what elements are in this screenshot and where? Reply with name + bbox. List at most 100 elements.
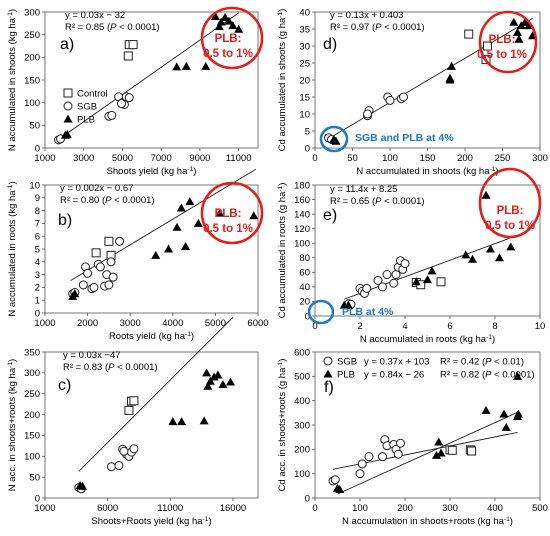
y-tick-label: 10	[29, 180, 40, 191]
x-tick-label: 300	[442, 503, 458, 514]
y-axis-title: Cd accumulated in roots (g ha-1)	[277, 183, 289, 319]
text-span: < 0.0001)	[115, 362, 158, 373]
data-point-triangle	[168, 417, 178, 426]
x-tick-label: 200	[397, 503, 413, 514]
y-tick-label: 300	[24, 368, 40, 379]
text-span: )	[7, 359, 18, 362]
text-span: < 0.0001)	[112, 195, 155, 206]
x-tick-label: 7000	[151, 153, 172, 164]
data-point-square	[483, 41, 492, 51]
y-tick-label: 5	[305, 126, 310, 137]
data-point-triangle	[501, 422, 511, 431]
x-tick-label: 50	[347, 153, 358, 164]
data-point-triangle	[151, 250, 161, 259]
text-span: )	[208, 516, 211, 527]
text-span: )	[7, 181, 18, 184]
text-span: Shoots yield (kg ha	[107, 166, 189, 177]
data-point-circle	[323, 356, 333, 366]
data-point-triangle	[172, 222, 182, 231]
data-point-triangle	[220, 12, 230, 21]
chart-panel-d: 0 50 100 150 200 250 300 0 5 10 15 20 25 30 35 40 N accu…	[277, 7, 548, 177]
data-point-triangle	[445, 75, 455, 84]
y-tick-label: 25	[299, 58, 310, 69]
regression-equation: y = 0.002x − 0.67	[60, 183, 133, 194]
panel-label: f)	[324, 379, 334, 396]
data-point-triangle	[228, 21, 238, 30]
data-point-triangle	[520, 17, 530, 26]
data-point-triangle	[216, 17, 226, 26]
x-tick-label: 10	[535, 321, 546, 332]
y-tick-label: 3	[35, 270, 40, 281]
legend-label: SGB	[77, 102, 97, 113]
data-point-triangle	[202, 368, 212, 377]
y-tick-label: 6	[35, 232, 40, 243]
y-tick-label: 0	[35, 308, 40, 319]
text-span: -1	[7, 12, 14, 18]
x-axis-title: Shoots yield (kg ha-1)	[107, 166, 197, 178]
data-point-triangle	[164, 244, 174, 253]
y-tick-label: 150	[24, 431, 40, 442]
y-tick-label: 0	[35, 143, 40, 154]
legend-r-squared: R² = 0.82 (P < 0.0001)	[440, 370, 535, 381]
data-point-triangle	[323, 369, 333, 378]
y-tick-label: 300	[294, 420, 310, 431]
text-span: Cd accumulated in shoots (g ha	[277, 17, 288, 151]
x-tick-label: 2	[357, 321, 362, 332]
data-point-triangle	[495, 253, 504, 262]
x-tick-label: 200	[457, 153, 473, 164]
data-point-circle	[363, 109, 372, 119]
y-axis-title: N accumulated in shoots (kg ha-1)	[7, 9, 19, 151]
data-point-circle	[108, 272, 118, 282]
data-point-circle	[119, 446, 129, 456]
text-span: R² = 0.83 (	[63, 362, 109, 373]
y-tick-label: 140	[294, 209, 310, 220]
data-point-triangle	[63, 114, 73, 123]
text-span: -1	[185, 331, 191, 338]
y-tick-label: 8	[35, 206, 40, 217]
data-point-triangle	[481, 190, 491, 199]
r-squared-text: R² = 0.83 (P < 0.0001)	[63, 362, 158, 373]
data-point-triangle	[468, 254, 477, 263]
data-point-triangle	[181, 241, 191, 250]
x-tick-label: 150	[420, 153, 436, 164]
y-tick-label: 0	[305, 493, 310, 504]
legend-equation: y = 0.37x + 103	[364, 357, 430, 368]
text-span: Cd accumulated in roots (g ha	[277, 191, 288, 318]
annotation-text: 0.5 to 1%	[203, 48, 253, 60]
trend-line	[78, 317, 234, 472]
highlight-circle	[319, 125, 349, 153]
data-point-triangle	[199, 416, 209, 425]
x-tick-label: 5000	[205, 318, 226, 329]
highlight-circle	[478, 167, 542, 239]
y-tick-label: 100	[294, 239, 310, 250]
data-point-square	[63, 88, 73, 98]
y-tick-label: 300	[24, 7, 40, 18]
x-axis-title: N accumulated in roots (kg ha-1)	[360, 334, 495, 346]
regression-equation: y = 11.4x + 8.25	[330, 184, 397, 195]
data-point-triangle	[234, 24, 244, 33]
annotation-text: 0.5 to 1%	[485, 220, 535, 232]
data-point-triangle	[331, 136, 341, 145]
y-tick-label: 100	[24, 452, 40, 463]
y-tick-label: 150	[24, 75, 40, 86]
data-point-circle	[389, 278, 399, 288]
data-point-circle	[124, 93, 134, 103]
highlight-circle	[200, 6, 264, 70]
x-axis-title: Roots yield (kg ha-1)	[109, 331, 194, 343]
text-span: P	[105, 195, 112, 206]
text-span: -1	[7, 184, 14, 190]
y-tick-label: 600	[294, 347, 310, 358]
x-tick-label: 1000	[34, 503, 55, 514]
data-point-circle	[378, 282, 387, 292]
text-span: -1	[486, 334, 492, 341]
text-span: R² = 0.65 (	[330, 196, 376, 207]
text-span: -1	[277, 185, 284, 191]
data-point-triangle	[193, 218, 203, 227]
text-span: -1	[187, 166, 193, 173]
y-tick-label: 0	[305, 143, 310, 154]
data-point-triangle	[203, 381, 213, 390]
legend-label: PLB	[337, 370, 355, 381]
x-tick-label: 300	[532, 153, 548, 164]
text-span: < 0.0001)	[117, 22, 160, 33]
